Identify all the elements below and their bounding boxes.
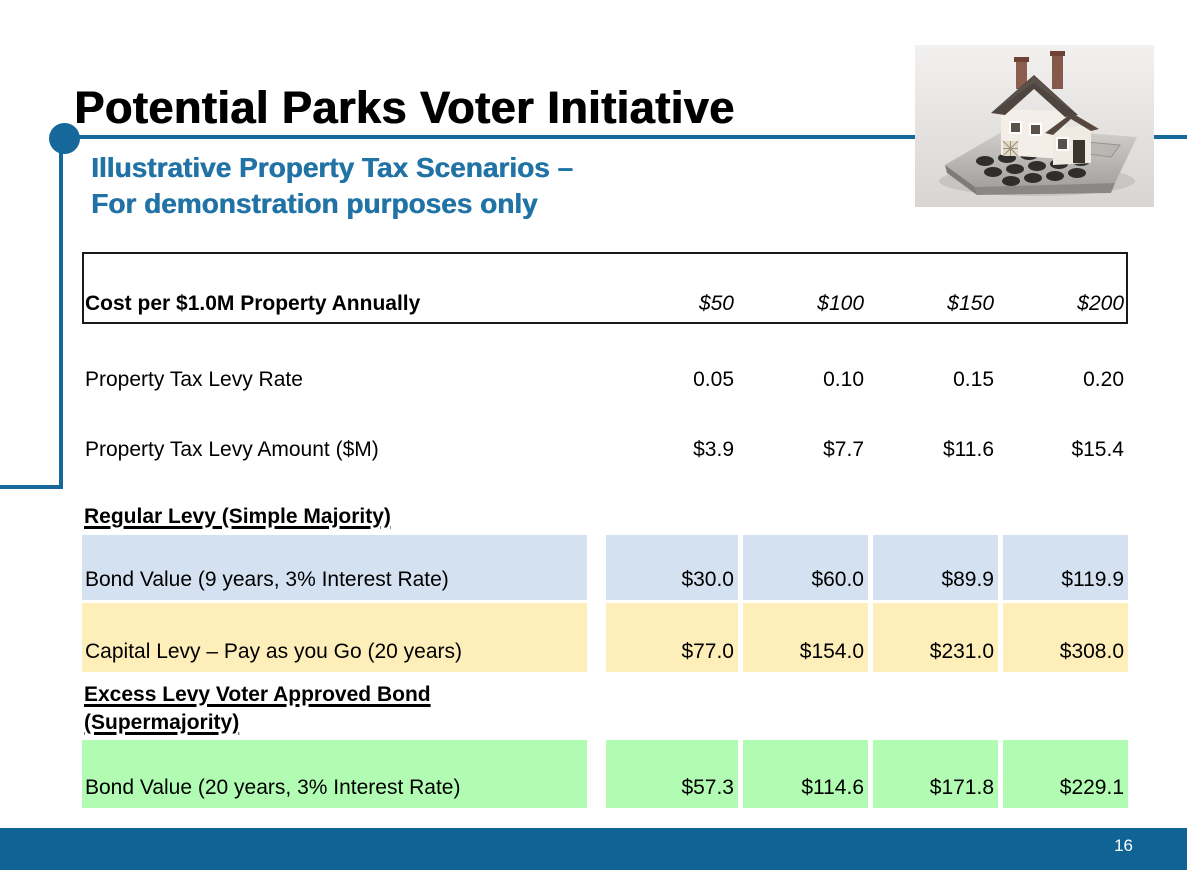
table-row-bond-20yr: Bond Value (20 years, 3% Interest Rate) … bbox=[0, 740, 1187, 808]
accent-bullet-circle bbox=[49, 123, 80, 154]
row-value: $77.0 bbox=[606, 603, 738, 672]
table-header-value: $50 bbox=[698, 292, 734, 315]
row-label: Property Tax Levy Rate bbox=[85, 368, 303, 391]
row-value: $171.8 bbox=[873, 740, 998, 808]
section-header-line: Regular Levy (Simple Majority) bbox=[84, 505, 391, 528]
table-row-levy-rate: Property Tax Levy Rate 0.05 0.10 0.15 0.… bbox=[0, 336, 1187, 400]
row-value: $7.7 bbox=[823, 438, 864, 461]
table-row-levy-amount: Property Tax Levy Amount ($M) $3.9 $7.7 … bbox=[0, 406, 1187, 470]
accent-bottom-left-rule bbox=[0, 485, 63, 489]
accent-horizontal-rule bbox=[64, 135, 1187, 139]
section-header-line: (Supermajority) bbox=[84, 711, 240, 734]
accent-vertical-rule bbox=[59, 139, 63, 489]
row-label: Property Tax Levy Amount ($M) bbox=[85, 438, 379, 461]
table-header-label: Cost per $1.0M Property Annually bbox=[85, 292, 421, 315]
footer-bar bbox=[0, 828, 1187, 870]
row-value: $154.0 bbox=[743, 603, 868, 672]
row-value: $57.3 bbox=[606, 740, 738, 808]
section-header-line: Excess Levy Voter Approved Bond bbox=[84, 683, 431, 706]
section-header-regular-levy: Regular Levy (Simple Majority) bbox=[84, 503, 391, 531]
row-value: $89.9 bbox=[873, 535, 998, 600]
row-value: $11.6 bbox=[943, 438, 994, 461]
table-header-value: $100 bbox=[817, 292, 864, 315]
house-calculator-illustration bbox=[915, 45, 1154, 207]
row-value: $229.1 bbox=[1003, 740, 1128, 808]
table-row-bond-9yr: Bond Value (9 years, 3% Interest Rate) $… bbox=[0, 535, 1187, 600]
row-value: 0.20 bbox=[1083, 368, 1124, 391]
row-value: 0.10 bbox=[823, 368, 864, 391]
section-header-excess-levy: Excess Levy Voter Approved Bond (Superma… bbox=[84, 681, 431, 737]
table-header-row: Cost per $1.0M Property Annually $50 $10… bbox=[0, 252, 1187, 324]
page-subtitle: Illustrative Property Tax Scenarios – Fo… bbox=[91, 150, 573, 222]
row-value: $119.9 bbox=[1003, 535, 1128, 600]
row-value: $15.4 bbox=[1071, 438, 1124, 461]
row-label: Capital Levy – Pay as you Go (20 years) bbox=[82, 603, 587, 672]
row-value: $30.0 bbox=[606, 535, 738, 600]
table-header-value: $150 bbox=[947, 292, 994, 315]
row-value: $114.6 bbox=[743, 740, 868, 808]
page-title: Potential Parks Voter Initiative bbox=[74, 82, 735, 133]
row-label: Bond Value (20 years, 3% Interest Rate) bbox=[82, 740, 587, 808]
table-header-value: $200 bbox=[1077, 292, 1124, 315]
subtitle-line-1: Illustrative Property Tax Scenarios – bbox=[91, 152, 573, 183]
row-value: $60.0 bbox=[743, 535, 868, 600]
row-value: $231.0 bbox=[873, 603, 998, 672]
table-header-outline bbox=[82, 252, 1128, 324]
row-value: $308.0 bbox=[1003, 603, 1128, 672]
row-value: 0.15 bbox=[953, 368, 994, 391]
table-row-capital-levy: Capital Levy – Pay as you Go (20 years) … bbox=[0, 603, 1187, 672]
row-label: Bond Value (9 years, 3% Interest Rate) bbox=[82, 535, 587, 600]
row-value: 0.05 bbox=[693, 368, 734, 391]
subtitle-line-2: For demonstration purposes only bbox=[91, 188, 538, 219]
page-number: 16 bbox=[1114, 836, 1133, 855]
house-calculator-photo bbox=[915, 45, 1154, 207]
row-value: $3.9 bbox=[693, 438, 734, 461]
